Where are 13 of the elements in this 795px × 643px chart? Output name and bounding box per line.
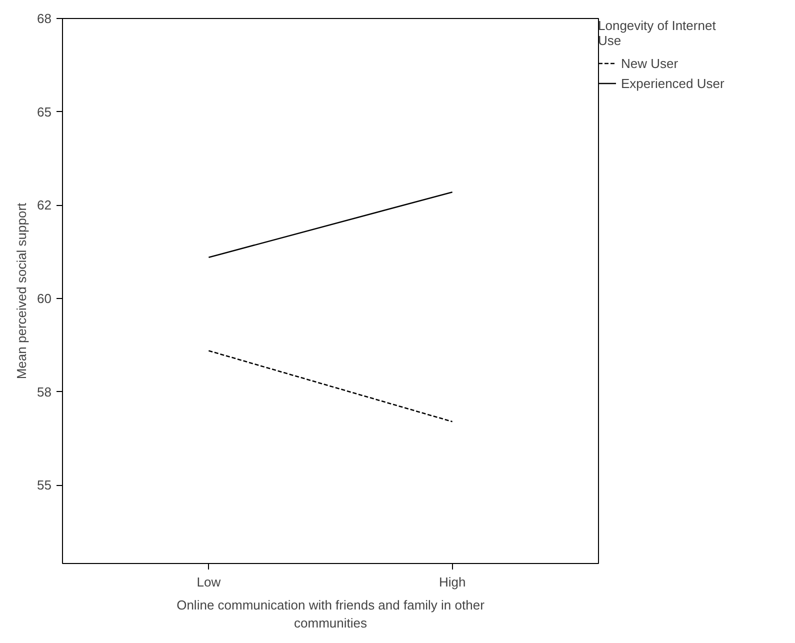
y-tick-label: 60 [37,290,52,306]
y-axis-title: Mean perceived social support [14,202,30,380]
y-tick-label: 62 [37,198,52,213]
legend-label: New User [621,56,678,70]
y-tick-label: 68 [37,11,52,26]
y-tick-label: 65 [37,104,52,120]
x-tick-label: Low [196,574,222,590]
y-tick-label: 58 [37,384,52,400]
legend-label: Experienced User [621,76,724,90]
x-axis-title: Online communication with friends and family in other communities [176,598,486,630]
legend-title: Longevity of Internet Use [598,18,717,48]
y-tick-label: 55 [37,478,52,493]
x-tick-label: High [438,574,466,590]
